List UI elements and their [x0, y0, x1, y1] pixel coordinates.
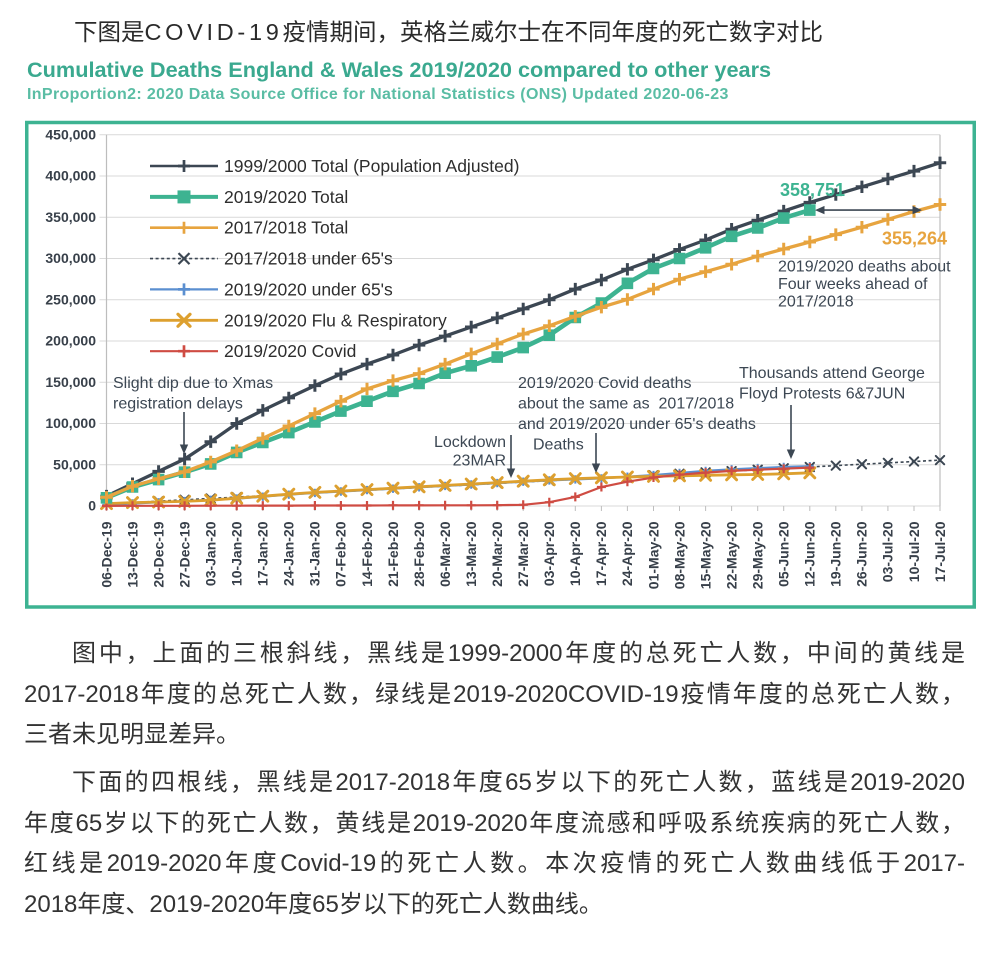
svg-text:23MAR: 23MAR [453, 453, 506, 470]
svg-text:31-Jan-20: 31-Jan-20 [307, 521, 323, 586]
svg-text:1999/2000 Total (Population Ad: 1999/2000 Total (Population Adjusted) [224, 156, 519, 176]
svg-text:355,264: 355,264 [882, 229, 947, 249]
svg-text:100,000: 100,000 [45, 415, 96, 431]
svg-text:300,000: 300,000 [45, 250, 96, 266]
svg-text:03-Jan-20: 03-Jan-20 [203, 521, 219, 586]
svg-text:2019/2020 Covid deaths: 2019/2020 Covid deaths [518, 375, 691, 392]
svg-text:27-Mar-20: 27-Mar-20 [515, 521, 531, 587]
svg-text:50,000: 50,000 [53, 456, 96, 472]
svg-text:21-Feb-20: 21-Feb-20 [385, 521, 401, 587]
svg-text:06-Mar-20: 06-Mar-20 [437, 521, 453, 587]
svg-text:2019/2020 deaths about: 2019/2020 deaths about [778, 259, 951, 276]
svg-text:2019/2020 Flu & Respiratory: 2019/2020 Flu & Respiratory [224, 310, 447, 330]
svg-text:08-May-20: 08-May-20 [671, 521, 687, 589]
svg-text:and 2019/2020 under 65's death: and 2019/2020 under 65's deaths [518, 416, 756, 433]
svg-text:10-Apr-20: 10-Apr-20 [567, 521, 583, 586]
svg-text:2019/2020 under 65's: 2019/2020 under 65's [224, 279, 393, 299]
svg-text:13-Mar-20: 13-Mar-20 [463, 521, 479, 587]
svg-text:registration delays: registration delays [113, 396, 243, 413]
svg-text:24-Apr-20: 24-Apr-20 [619, 521, 635, 586]
svg-text:20-Dec-19: 20-Dec-19 [150, 521, 166, 587]
svg-text:200,000: 200,000 [45, 333, 96, 349]
svg-text:17-Apr-20: 17-Apr-20 [593, 521, 609, 586]
svg-text:358,751: 358,751 [780, 180, 845, 200]
svg-text:20-Mar-20: 20-Mar-20 [489, 521, 505, 587]
svg-text:19-Jun-20: 19-Jun-20 [828, 521, 844, 587]
svg-text:06-Dec-19: 06-Dec-19 [98, 521, 114, 587]
svg-text:450,000: 450,000 [45, 126, 96, 142]
svg-text:Lockdown: Lockdown [434, 434, 506, 451]
svg-text:10-Jan-20: 10-Jan-20 [229, 521, 245, 586]
svg-text:2017/2018: 2017/2018 [778, 294, 854, 311]
svg-text:01-May-20: 01-May-20 [645, 521, 661, 589]
svg-text:Four weeks ahead of: Four weeks ahead of [778, 276, 928, 293]
svg-text:2019/2020 Covid: 2019/2020 Covid [224, 341, 356, 361]
svg-text:Floyd Protests 6&7JUN: Floyd Protests 6&7JUN [739, 386, 905, 403]
svg-text:Deaths: Deaths [533, 437, 584, 454]
svg-text:03-Apr-20: 03-Apr-20 [541, 521, 557, 586]
svg-text:28-Feb-20: 28-Feb-20 [411, 521, 427, 587]
svg-text:26-Jun-20: 26-Jun-20 [854, 521, 870, 587]
svg-text:150,000: 150,000 [45, 374, 96, 390]
svg-text:24-Jan-20: 24-Jan-20 [281, 521, 297, 586]
svg-text:350,000: 350,000 [45, 209, 96, 225]
svg-text:03-Jul-20: 03-Jul-20 [880, 521, 896, 582]
svg-text:12-Jun-20: 12-Jun-20 [802, 521, 818, 587]
svg-text:05-Jun-20: 05-Jun-20 [776, 521, 792, 587]
svg-text:Thousands attend George: Thousands attend George [739, 365, 925, 382]
svg-text:15-May-20: 15-May-20 [697, 521, 713, 589]
svg-text:2017/2018 under 65's: 2017/2018 under 65's [224, 249, 393, 269]
svg-text:2017/2018 Total: 2017/2018 Total [224, 218, 348, 238]
svg-text:27-Dec-19: 27-Dec-19 [176, 521, 192, 587]
svg-text:250,000: 250,000 [45, 291, 96, 307]
svg-text:about the same as 2017/2018: about the same as 2017/2018 [518, 396, 734, 413]
svg-text:2019/2020 Total: 2019/2020 Total [224, 187, 348, 207]
svg-text:13-Dec-19: 13-Dec-19 [124, 521, 140, 587]
svg-text:14-Feb-20: 14-Feb-20 [359, 521, 375, 587]
svg-text:0: 0 [88, 498, 96, 514]
svg-text:400,000: 400,000 [45, 168, 96, 184]
svg-text:29-May-20: 29-May-20 [750, 521, 766, 589]
svg-text:17-Jan-20: 17-Jan-20 [255, 521, 271, 586]
svg-text:Slight dip due to Xmas: Slight dip due to Xmas [113, 375, 273, 392]
svg-text:07-Feb-20: 07-Feb-20 [333, 521, 349, 587]
svg-text:17-Jul-20: 17-Jul-20 [932, 521, 948, 582]
svg-text:22-May-20: 22-May-20 [723, 521, 739, 589]
svg-text:10-Jul-20: 10-Jul-20 [906, 521, 922, 582]
